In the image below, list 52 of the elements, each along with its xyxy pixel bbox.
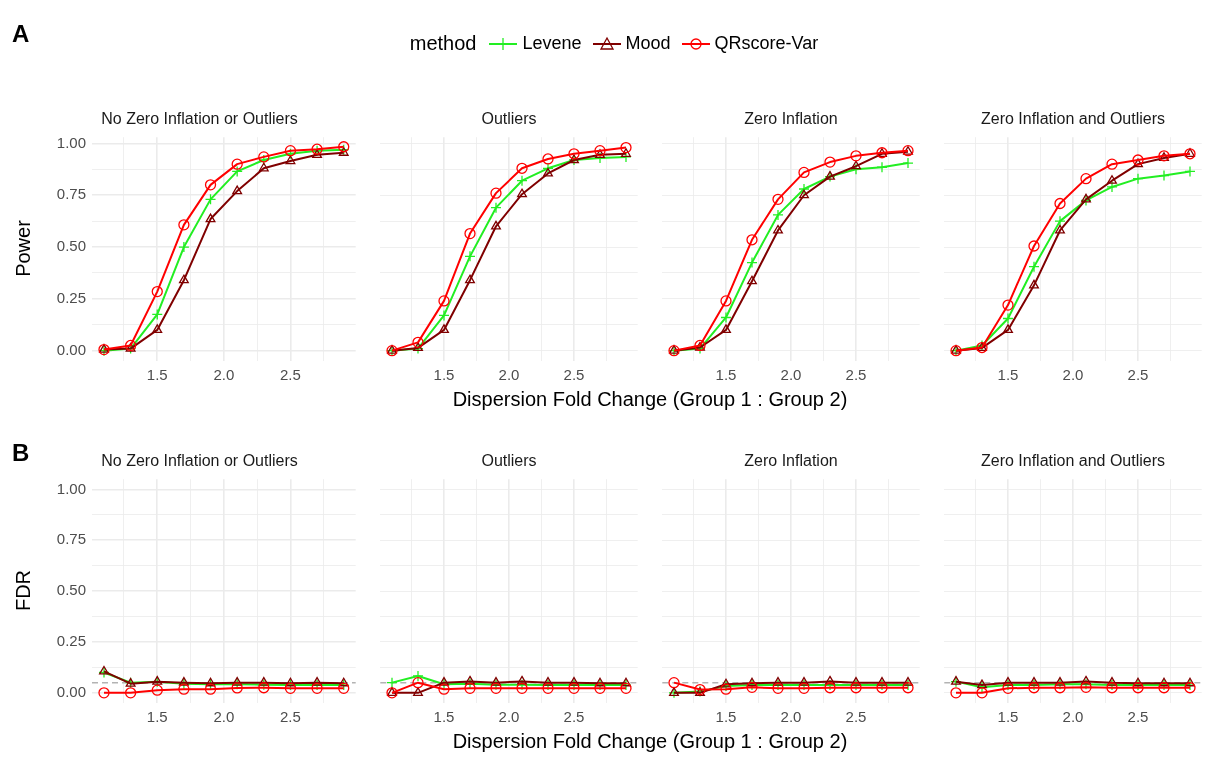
chart-title: Zero Inflation: [744, 110, 838, 128]
legend-title: method: [409, 32, 477, 55]
x-tick-label: 2.5: [845, 366, 867, 384]
x-tick-label: 1.5: [715, 708, 737, 726]
chart-title: Zero Inflation and Outliers: [980, 110, 1166, 128]
x-tick-label: 2.5: [1127, 708, 1149, 726]
chart-title: Zero Inflation and Outliers: [980, 452, 1166, 470]
y-tick-label: 0.50: [56, 237, 86, 255]
x-tick-label: 2.0: [213, 708, 235, 726]
x-tick-label: 1.5: [997, 366, 1019, 384]
x-tick-label: 1.5: [715, 366, 737, 384]
y-tick-label: 1.00: [56, 133, 86, 151]
x-tick-label: 1.5: [433, 708, 455, 726]
x-tick-label: 2.5: [1127, 366, 1149, 384]
x-axis-title: Dispersion Fold Change (Group 1 : Group 2): [451, 730, 849, 753]
x-tick-label: 2.5: [845, 708, 867, 726]
x-tick-label: 2.0: [780, 366, 802, 384]
chart-title: Outliers: [481, 110, 537, 128]
chart-title: No Zero Inflation or Outliers: [101, 452, 298, 470]
y-tick-label: 0.00: [56, 340, 86, 358]
x-tick-label: 2.0: [1062, 366, 1084, 384]
x-tick-label: 2.0: [498, 708, 520, 726]
x-tick-label: 1.5: [146, 708, 168, 726]
legend-label: QRscore-Var: [714, 33, 819, 54]
x-tick-label: 2.5: [563, 366, 585, 384]
x-tick-label: 2.0: [213, 366, 235, 384]
x-tick-label: 1.5: [433, 366, 455, 384]
text: A: [12, 20, 30, 48]
x-tick-label: 1.5: [997, 708, 1019, 726]
y-tick-label: 0.25: [56, 632, 86, 650]
x-tick-label: 2.5: [280, 708, 301, 726]
y-tick-label: 0.75: [56, 185, 86, 203]
y-tick-label: 0.75: [56, 530, 86, 548]
legend-label: Mood: [625, 33, 671, 54]
chart-title: Zero Inflation: [744, 452, 838, 470]
y-tick-label: 0.50: [56, 581, 86, 599]
x-tick-label: 2.5: [563, 708, 585, 726]
y-axis-title: FDR: [11, 568, 35, 613]
x-tick-label: 2.0: [1062, 708, 1084, 726]
x-tick-label: 1.5: [146, 366, 168, 384]
x-axis-title: Dispersion Fold Change (Group 1 : Group 2): [451, 388, 849, 411]
y-tick-label: 0.25: [56, 288, 86, 306]
y-tick-label: 0.00: [56, 682, 86, 700]
x-tick-label: 2.5: [280, 366, 301, 384]
y-tick-label: 1.00: [56, 479, 86, 497]
chart-title: Outliers: [481, 452, 537, 470]
x-tick-label: 2.0: [780, 708, 802, 726]
text: B: [12, 439, 30, 467]
chart-title: No Zero Inflation or Outliers: [101, 110, 298, 128]
y-axis-title: Power: [11, 218, 35, 279]
legend-label: Levene: [522, 33, 582, 54]
x-tick-label: 2.0: [498, 366, 520, 384]
